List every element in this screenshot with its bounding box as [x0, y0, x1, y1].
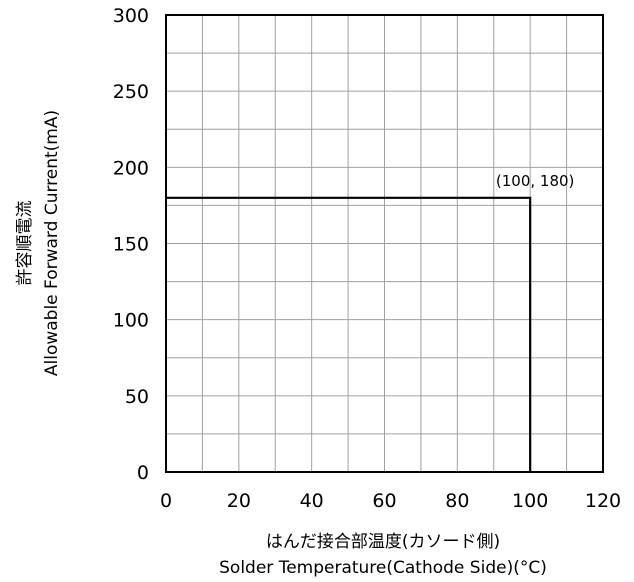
y-tick-label: 150 — [113, 234, 149, 256]
x-tick-label: 0 — [160, 490, 172, 512]
x-tick-label: 100 — [512, 490, 548, 512]
x-tick-label: 120 — [585, 490, 621, 512]
y-tick-label: 250 — [113, 81, 149, 103]
y-tick-label: 50 — [125, 386, 149, 408]
series-group — [166, 196, 532, 472]
y-tick-label: 300 — [113, 5, 149, 27]
annotations: (100, 180) — [496, 172, 575, 190]
x-tick-labels: 0 20 40 60 80 100 120 — [160, 490, 621, 512]
x-tick-label: 80 — [445, 490, 469, 512]
y-tick-label: 200 — [113, 157, 149, 179]
x-tick-label: 60 — [372, 490, 396, 512]
x-axis-title-jp: はんだ接合部温度(カソード側) — [266, 532, 500, 552]
plot-frame — [165, 14, 604, 473]
x-tick-label: 40 — [300, 490, 324, 512]
y-axis-title-jp: 許容順電流 — [15, 201, 35, 286]
y-tick-labels: 0 50 100 150 200 250 300 — [113, 5, 149, 484]
grid-lines — [165, 14, 604, 473]
y-tick-label: 0 — [137, 462, 149, 484]
y-tick-label: 100 — [113, 310, 149, 332]
y-axis-title: Allowable Forward Current(mA) — [42, 110, 62, 376]
x-axis-title: Solder Temperature(Cathode Side)(°C) — [219, 558, 547, 578]
series-line — [166, 196, 532, 472]
x-tick-label: 20 — [227, 490, 251, 512]
annotation-label: (100, 180) — [496, 172, 575, 190]
